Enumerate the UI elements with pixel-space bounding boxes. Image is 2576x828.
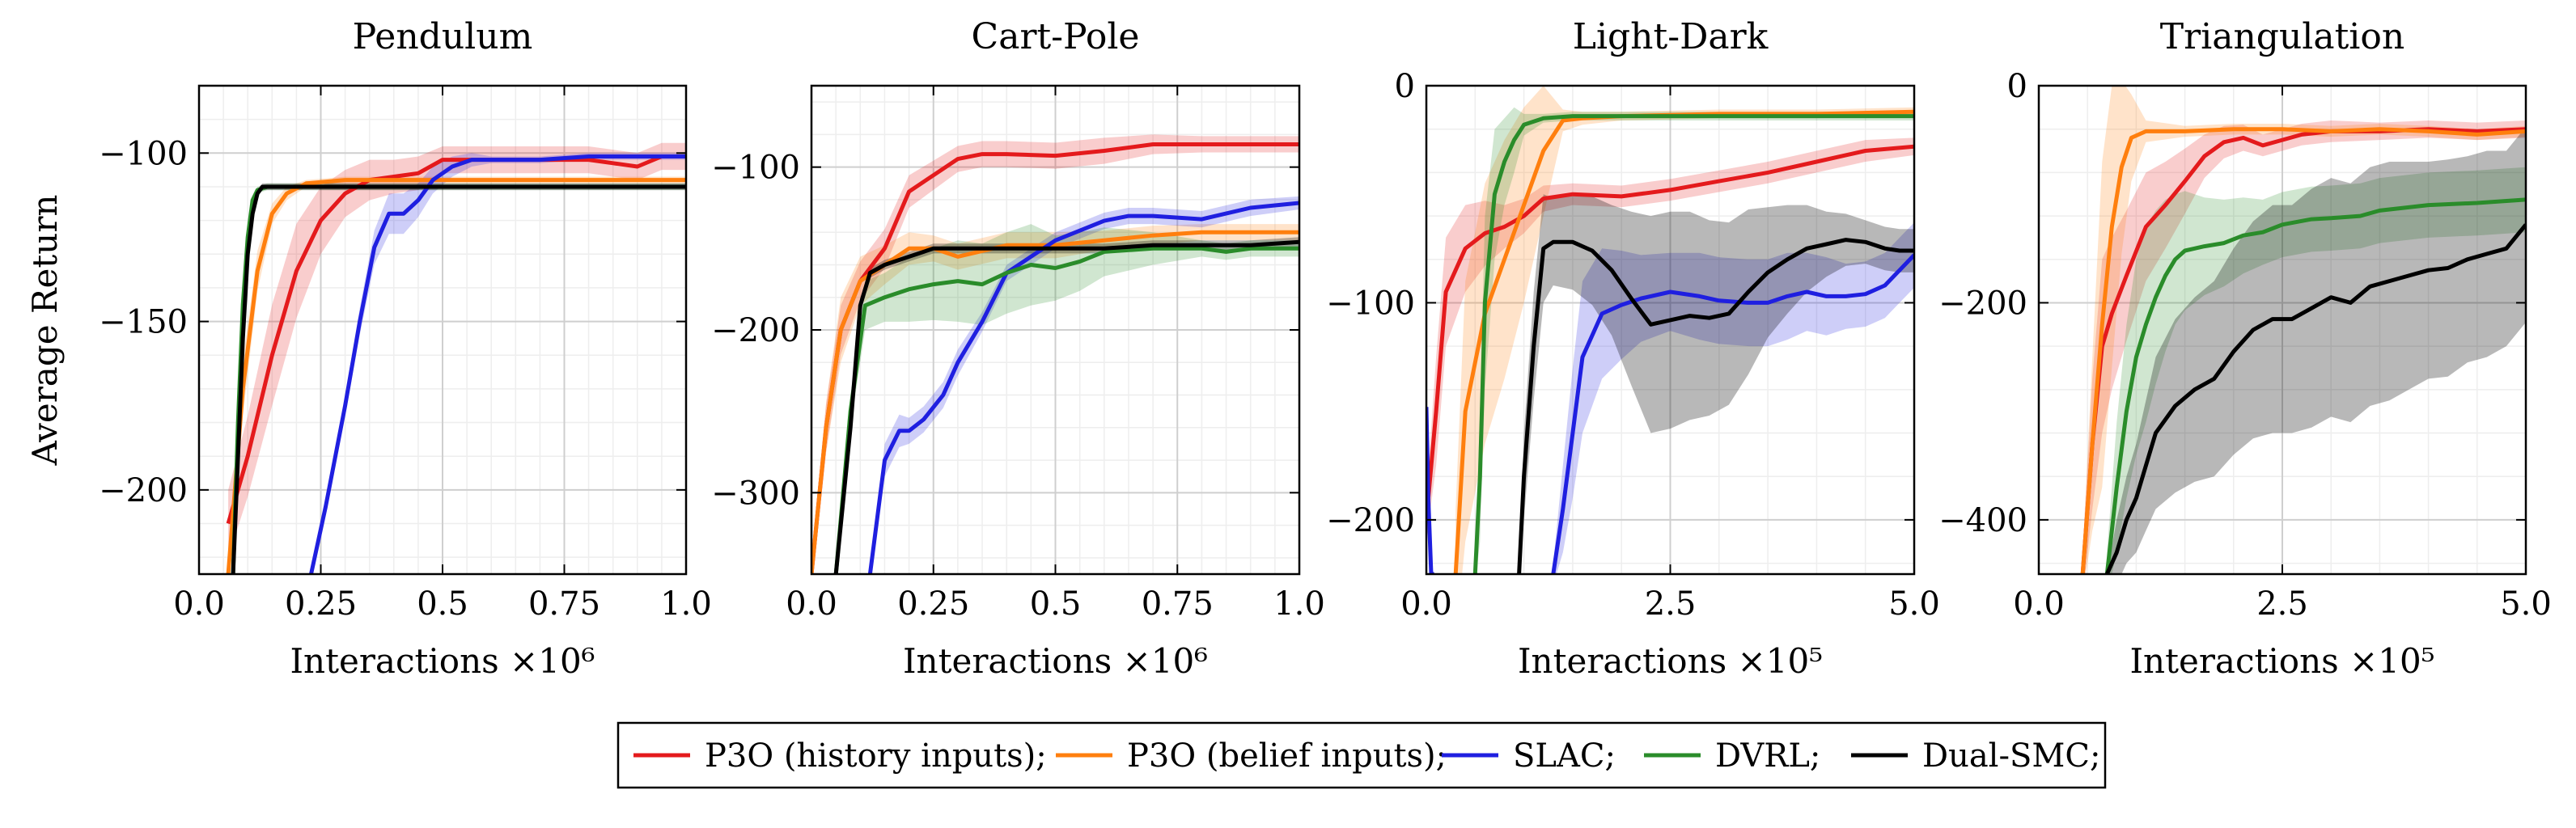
band-p3o_belief bbox=[811, 224, 1299, 574]
y-tick-label: −200 bbox=[711, 312, 800, 349]
y-tick-label: −300 bbox=[711, 475, 800, 512]
y-tick-label: −400 bbox=[1938, 502, 2027, 539]
x-tick-label: 1.0 bbox=[660, 585, 712, 623]
line-p3o_belief bbox=[2080, 127, 2526, 574]
legend: P3O (history inputs); P3O (belief inputs)… bbox=[616, 721, 2107, 789]
bands bbox=[1426, 86, 1914, 574]
panel-title: Cart-Pole bbox=[972, 16, 1140, 57]
x-tick-label: 0.25 bbox=[285, 585, 357, 623]
series-lines bbox=[1426, 109, 1914, 574]
panel-2: 0.0 0.25 0.5 0.75 1.0 −300 −200 −100 Cart-Pole In… bbox=[711, 16, 1325, 681]
x-tick-label: 0.0 bbox=[173, 585, 225, 623]
band-dvrl bbox=[2107, 167, 2526, 574]
panels: 0.0 0.25 0.5 0.75 1.0 −200 −150 −100 Pendulum Int… bbox=[99, 16, 2552, 681]
band-slac bbox=[1553, 222, 1914, 574]
line-dvrl bbox=[833, 246, 1299, 574]
y-axis-label: Average Return bbox=[25, 195, 65, 467]
line-dvrl bbox=[2104, 197, 2526, 574]
legend-label-p3o_hist: P3O (history inputs); bbox=[705, 737, 1047, 775]
line-p3o_hist bbox=[1426, 144, 1914, 521]
line-slac bbox=[867, 201, 1299, 574]
series-lines bbox=[2080, 127, 2526, 574]
y-tick-label: −200 bbox=[99, 472, 188, 509]
line-dualsmc bbox=[833, 239, 1299, 574]
y-tick-label: −100 bbox=[711, 150, 800, 187]
x-axis-label: Interactions ×10⁶ bbox=[903, 641, 1208, 681]
x-tick-label: 0.75 bbox=[528, 585, 600, 623]
band-p3o_belief bbox=[228, 176, 686, 574]
x-tick-label: 0.0 bbox=[786, 585, 837, 623]
x-tick-label: 0.75 bbox=[1142, 585, 1214, 623]
band-dvrl bbox=[836, 224, 1299, 574]
line-p3o_belief bbox=[226, 178, 686, 574]
x-axis-label: Interactions ×10⁵ bbox=[2129, 641, 2434, 681]
panel-1: 0.0 0.25 0.5 0.75 1.0 −200 −150 −100 Pendulum Int… bbox=[99, 16, 712, 681]
x-tick-label: 0.0 bbox=[1400, 585, 1452, 623]
x-tick-label: 2.5 bbox=[2256, 585, 2308, 623]
y-tick-label: −100 bbox=[99, 135, 188, 172]
line-dualsmc bbox=[231, 184, 686, 574]
x-tick-label: 0.0 bbox=[2013, 585, 2065, 623]
legend-label-slac: SLAC; bbox=[1513, 737, 1616, 775]
y-tick-label: −200 bbox=[1938, 285, 2027, 322]
x-tick-label: 1.0 bbox=[1273, 585, 1325, 623]
band-dualsmc bbox=[836, 237, 1299, 574]
x-axis-label: Interactions ×10⁶ bbox=[290, 641, 595, 681]
series-lines bbox=[811, 142, 1299, 574]
line-dualsmc bbox=[2105, 223, 2526, 574]
legend-label-dualsmc: Dual-SMC; bbox=[1922, 737, 2100, 775]
grid bbox=[1426, 85, 1915, 574]
panel-title: Pendulum bbox=[353, 16, 533, 57]
line-p3o_belief bbox=[1453, 109, 1914, 574]
line-slac bbox=[309, 154, 686, 574]
x-tick-label: 2.5 bbox=[1645, 585, 1697, 623]
line-dualsmc bbox=[1517, 238, 1914, 574]
legend-label-dvrl: DVRL; bbox=[1715, 737, 1820, 775]
line-p3o_hist bbox=[226, 154, 686, 525]
x-tick-label: 5.0 bbox=[2500, 585, 2552, 623]
band-dualsmc bbox=[1519, 194, 1914, 574]
line-p3o_hist bbox=[2080, 127, 2526, 574]
series-lines bbox=[226, 154, 686, 574]
line-dvrl bbox=[1472, 114, 1914, 574]
panel-4: 0.0 2.5 5.0 −400 −200 0 Triangulation Interacti… bbox=[1938, 16, 2552, 681]
x-tick-label: 0.5 bbox=[417, 585, 468, 623]
panel-title: Light-Dark bbox=[1573, 16, 1769, 57]
x-tick-label: 0.25 bbox=[897, 585, 969, 623]
line-slac bbox=[1551, 253, 1914, 574]
grid bbox=[198, 85, 687, 574]
x-axis-label: Interactions ×10⁵ bbox=[1518, 641, 1823, 681]
bands bbox=[228, 142, 686, 574]
panel-3: 0.0 2.5 5.0 −200 −100 0 Light-Dark Interactions… bbox=[1326, 16, 1940, 681]
line-p3o_belief bbox=[811, 230, 1299, 574]
bands bbox=[811, 134, 1299, 574]
y-tick-label: 0 bbox=[1395, 68, 1415, 105]
y-tick-label: −150 bbox=[99, 304, 188, 341]
panel-title: Triangulation bbox=[2160, 16, 2404, 57]
band-dualsmc bbox=[2107, 127, 2526, 574]
x-tick-label: 0.5 bbox=[1030, 585, 1082, 623]
legend-label-p3o_belief: P3O (belief inputs); bbox=[1127, 737, 1447, 775]
y-tick-label: −100 bbox=[1326, 285, 1415, 322]
y-tick-label: −200 bbox=[1326, 502, 1415, 539]
x-tick-label: 5.0 bbox=[1888, 585, 1940, 623]
band-slac bbox=[311, 153, 686, 574]
bands bbox=[2082, 86, 2526, 574]
y-tick-label: 0 bbox=[2007, 68, 2027, 105]
